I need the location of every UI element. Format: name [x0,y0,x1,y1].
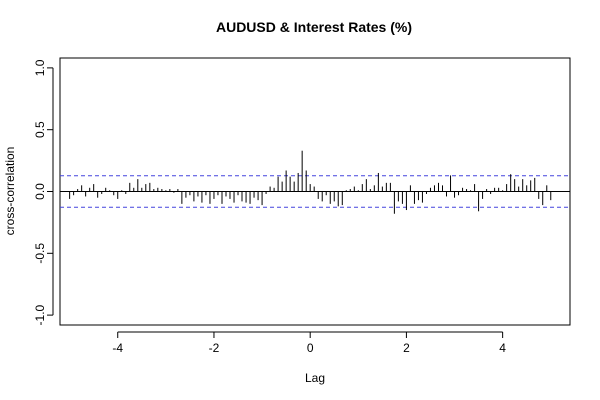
y-tick-label: -0.5 [33,243,47,264]
x-tick-label: 4 [499,341,506,355]
correlation-bars [69,150,552,214]
y-tick-label: 0.5 [33,121,47,138]
x-tick-label: 2 [403,341,410,355]
y-tick-label: 1.0 [33,59,47,76]
x-tick-label: -4 [112,341,123,355]
y-axis-label: cross-correlation [3,147,17,236]
y-tick-label: -1.0 [33,304,47,325]
x-axis: -4 -2 0 2 4 [112,331,506,355]
x-tick-label: -2 [209,341,220,355]
y-axis: -1.0 -0.5 0.0 0.5 1.0 [33,59,54,325]
x-tick-label: 0 [307,341,314,355]
y-tick-label: 0.0 [33,183,47,200]
x-axis-label: Lag [305,371,325,385]
chart-title: AUDUSD & Interest Rates (%) [216,19,412,35]
